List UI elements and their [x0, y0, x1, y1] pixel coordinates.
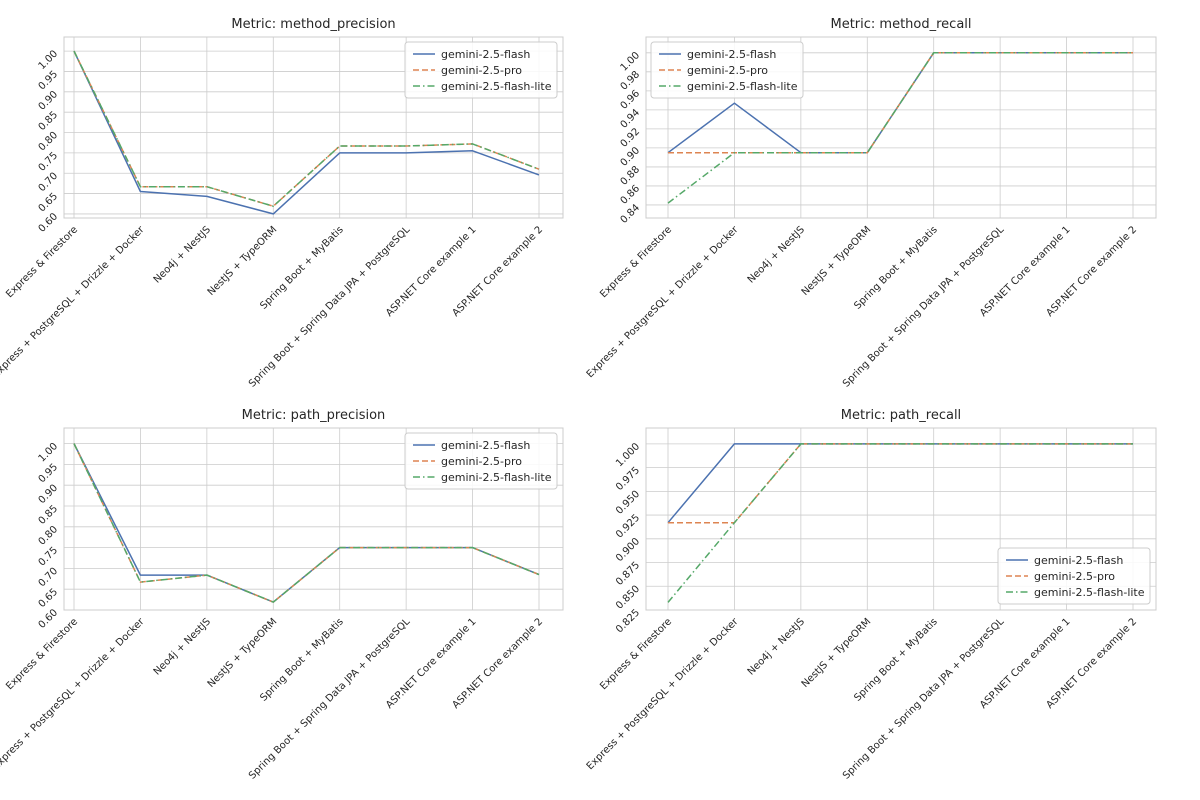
legend-label: gemini-2.5-pro	[1034, 570, 1115, 583]
subplot-3: 0.600.650.700.750.800.850.900.951.00 Expr…	[0, 408, 564, 782]
legend-label: gemini-2.5-flash	[687, 48, 776, 61]
legend: gemini-2.5-flash gemini-2.5-pro gemini-2.5…	[404, 41, 558, 99]
y-tick-label: 0.85	[37, 503, 61, 527]
y-tick-label: 1.00	[619, 50, 643, 74]
x-tick-label: Neo4j + NestJS	[746, 224, 807, 285]
x-tick-label: Express & Firestore	[598, 224, 674, 300]
y-tick-label: 0.95	[37, 462, 61, 486]
y-tick-label: 1.00	[37, 441, 61, 465]
plot-frame	[645, 427, 1157, 611]
x-tick-label: NestJS + TypeORM	[800, 616, 874, 690]
y-tick-label: 1.00	[37, 48, 61, 72]
legend-box	[404, 41, 558, 99]
x-tick-label: Express + PostgreSQL + Drizzle + Docker	[0, 616, 147, 772]
y-tick-label: 0.850	[614, 584, 642, 612]
y-tick-label: 0.86	[619, 183, 643, 207]
x-tick-label: Express & Firestore	[4, 224, 80, 300]
plot-frame	[63, 427, 564, 611]
legend-label: gemini-2.5-flash-lite	[687, 80, 798, 93]
chart-title: Metric: path_precision	[242, 408, 386, 423]
legend-label: gemini-2.5-flash-lite	[1034, 586, 1145, 599]
series-line-gemini-2.5-flash	[667, 443, 1133, 524]
legend-box	[404, 432, 558, 490]
x-tick-label: NestJS + TypeORM	[206, 616, 280, 690]
series-line-gemini-2.5-flash-lite	[667, 443, 1133, 603]
legend-label: gemini-2.5-flash	[1034, 554, 1123, 567]
y-tick-label: 0.70	[37, 566, 61, 590]
y-tick-label: 0.90	[619, 145, 643, 169]
x-tick-label: Express + PostgreSQL + Drizzle + Docker	[0, 224, 147, 380]
legend-box	[650, 41, 804, 99]
y-tick-label: 0.88	[619, 164, 643, 188]
legend: gemini-2.5-flash gemini-2.5-pro gemini-2.5…	[650, 41, 804, 99]
series-line-gemini-2.5-pro	[668, 52, 1133, 154]
y-tick-label: 1.000	[614, 441, 642, 469]
y-tick-label: 0.60	[37, 211, 61, 235]
legend: gemini-2.5-flash gemini-2.5-pro gemini-2.5…	[997, 547, 1151, 605]
y-tick-label: 0.95	[37, 69, 61, 93]
legend-box	[997, 547, 1151, 605]
y-tick-label: 0.825	[614, 607, 642, 635]
legend-label: gemini-2.5-pro	[687, 64, 768, 77]
y-tick-label: 0.94	[619, 107, 643, 131]
x-tick-label: NestJS + TypeORM	[800, 224, 874, 298]
legend-label: gemini-2.5-flash	[441, 439, 530, 452]
y-tick-label: 0.75	[37, 545, 61, 569]
subplot-4: 0.8250.8500.8750.9000.9250.9500.9751.000…	[585, 408, 1157, 782]
legend-label: gemini-2.5-pro	[441, 64, 522, 77]
x-tick-label: Neo4j + NestJS	[152, 616, 213, 677]
chart-title: Metric: path_recall	[841, 408, 961, 423]
x-tick-label: Express + PostgreSQL + Drizzle + Docker	[585, 224, 741, 380]
y-tick-label: 0.900	[614, 536, 642, 564]
y-tick-label: 0.60	[37, 607, 61, 631]
x-tick-label: Express + PostgreSQL + Drizzle + Docker	[585, 616, 741, 772]
y-tick-label: 0.70	[37, 171, 61, 195]
y-tick-label: 0.950	[614, 489, 642, 517]
y-tick-label: 0.80	[37, 130, 61, 154]
y-tick-label: 0.92	[619, 126, 643, 150]
x-tick-label: Neo4j + NestJS	[746, 616, 807, 677]
series-line-gemini-2.5-flash-lite	[73, 50, 540, 207]
chart-title: Metric: method_recall	[830, 17, 971, 32]
y-tick-label: 0.925	[614, 512, 642, 540]
y-tick-label: 0.90	[37, 89, 61, 113]
y-tick-label: 0.85	[37, 110, 61, 134]
plot-frame	[63, 36, 564, 219]
y-tick-label: 0.975	[614, 465, 642, 493]
y-tick-label: 0.84	[619, 202, 643, 226]
plot-frame	[645, 36, 1157, 219]
y-tick-label: 0.90	[37, 483, 61, 507]
y-tick-label: 0.80	[37, 524, 61, 548]
y-tick-label: 0.65	[37, 191, 61, 215]
x-tick-label: Neo4j + NestJS	[152, 224, 213, 285]
series-line-gemini-2.5-flash	[73, 50, 540, 215]
y-tick-label: 0.96	[619, 88, 643, 112]
x-tick-label: NestJS + TypeORM	[206, 224, 280, 298]
series-line-gemini-2.5-flash-lite	[73, 443, 540, 603]
subplot-2: 0.840.860.880.900.920.940.960.981.00 Expr…	[585, 17, 1157, 390]
legend: gemini-2.5-flash gemini-2.5-pro gemini-2.5…	[404, 432, 558, 490]
legend-label: gemini-2.5-flash-lite	[441, 80, 552, 93]
chart-title: Metric: method_precision	[231, 17, 395, 32]
series-line-gemini-2.5-flash-lite	[667, 52, 1133, 204]
legend-label: gemini-2.5-flash	[441, 48, 530, 61]
subplot-1: 0.600.650.700.750.800.850.900.951.00 Expr…	[0, 17, 564, 390]
series-line-gemini-2.5-pro	[668, 443, 1133, 524]
legend-label: gemini-2.5-pro	[441, 455, 522, 468]
legend-label: gemini-2.5-flash-lite	[441, 471, 552, 484]
y-tick-label: 0.65	[37, 587, 61, 611]
y-tick-label: 0.875	[614, 560, 642, 588]
x-tick-label: Express & Firestore	[598, 616, 674, 692]
y-tick-label: 0.75	[37, 150, 61, 174]
y-tick-label: 0.98	[619, 69, 643, 93]
